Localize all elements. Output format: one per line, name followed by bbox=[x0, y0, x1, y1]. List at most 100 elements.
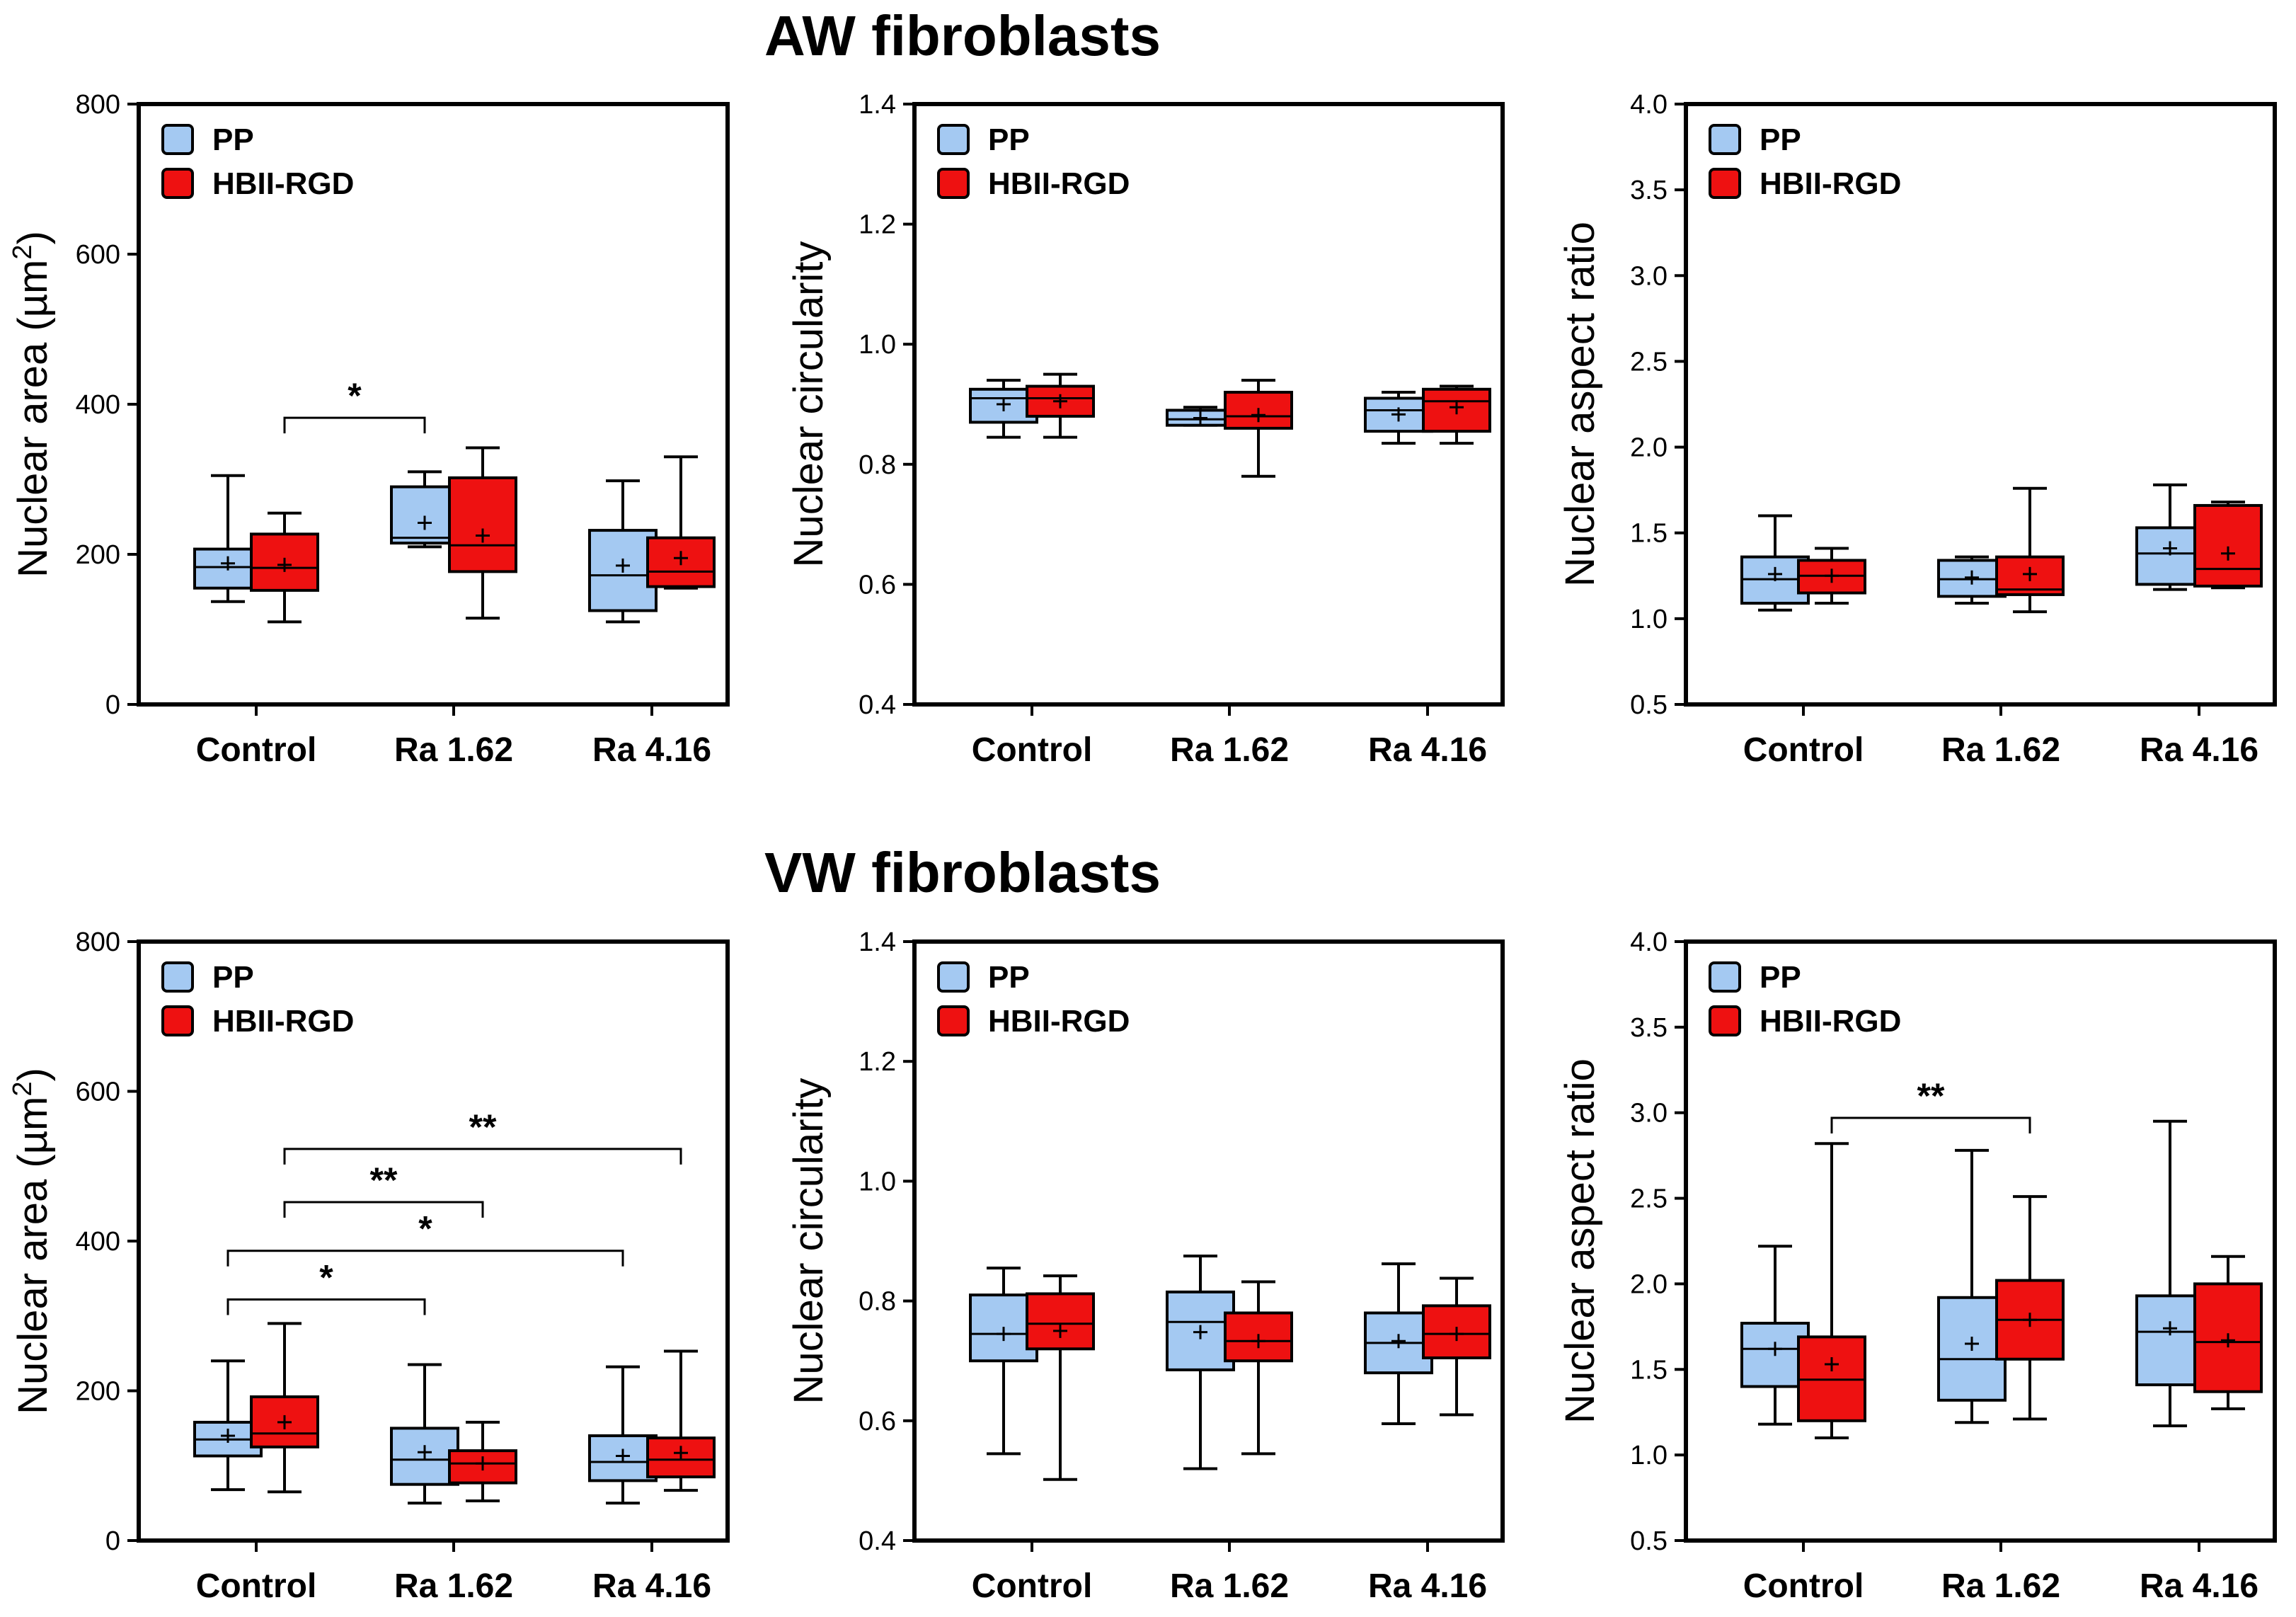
legend-swatch-pp bbox=[161, 124, 194, 155]
y-tick-label: 0.5 bbox=[1630, 1526, 1668, 1556]
chart-panel-4: 0 200 400 600 800 Control Ra 1.62 Ra 4.16 Nuclea… bbox=[8, 927, 730, 1605]
box-hbii-rgd-ra-4-16 bbox=[1422, 1276, 1491, 1417]
box-hbii-rgd-ra-1-62 bbox=[1995, 486, 2065, 614]
y-tick-label: 2.0 bbox=[1630, 433, 1668, 463]
y-tick-label: 1.2 bbox=[859, 1047, 896, 1077]
box-pp-ra-4-16 bbox=[2135, 483, 2205, 591]
legend-swatch-pp bbox=[1709, 961, 1741, 993]
x-category-label: Control bbox=[972, 731, 1093, 769]
chart-panel-6: 0.5 1.0 1.5 2.0 2.5 3.0 3.5 4.0 Control Ra 1.62 Ra… bbox=[1557, 927, 2277, 1605]
legend-label: PP bbox=[1760, 960, 1801, 995]
y-tick-label: 0.5 bbox=[1630, 690, 1668, 720]
x-category-label: Control bbox=[196, 731, 317, 769]
x-category-label: Ra 1.62 bbox=[394, 1567, 513, 1605]
x-category-label: Control bbox=[1743, 731, 1864, 769]
significance-bracket: ** bbox=[283, 1107, 682, 1165]
box-hbii-rgd-control bbox=[1797, 547, 1866, 605]
box-iqr bbox=[1026, 1292, 1095, 1351]
y-tick-label: 400 bbox=[76, 390, 120, 420]
y-tick-label: 600 bbox=[76, 240, 120, 270]
y-tick-label: 0.4 bbox=[859, 1526, 896, 1556]
legend-swatch-hbii-rgd bbox=[937, 1005, 970, 1036]
box-hbii-rgd-control bbox=[1026, 1274, 1095, 1481]
significance-line bbox=[283, 416, 426, 434]
plot-frame bbox=[912, 102, 1505, 707]
legend-label: HBII-RGD bbox=[212, 166, 354, 201]
y-tick-label: 0.6 bbox=[859, 570, 896, 600]
box-hbii-rgd-ra-4-16 bbox=[2193, 1255, 2263, 1410]
legend-swatch-hbii-rgd bbox=[161, 1005, 194, 1036]
x-category-label: Ra 4.16 bbox=[1368, 1567, 1487, 1605]
legend-swatch-hbii-rgd bbox=[161, 168, 194, 199]
legend-label: HBII-RGD bbox=[988, 1004, 1130, 1039]
y-axis-label: Nuclear circularity bbox=[786, 1078, 832, 1405]
y-tick-label: 4.0 bbox=[1630, 90, 1668, 120]
box-pp-ra-1-62 bbox=[390, 1363, 459, 1505]
significance-bracket: * bbox=[283, 376, 426, 434]
y-tick-label: 2.0 bbox=[1630, 1269, 1668, 1299]
significance-line bbox=[283, 1201, 484, 1218]
significance-label: * bbox=[348, 376, 362, 416]
x-category-label: Ra 1.62 bbox=[1941, 731, 2060, 769]
significance-label: ** bbox=[469, 1107, 497, 1147]
box-pp-ra-4-16 bbox=[1364, 391, 1433, 445]
box-pp-ra-4-16 bbox=[588, 479, 658, 624]
y-tick-label: 1.4 bbox=[859, 90, 896, 120]
box-hbii-rgd-ra-1-62 bbox=[1224, 379, 1293, 478]
legend-label: PP bbox=[212, 960, 254, 995]
box-iqr bbox=[390, 485, 459, 545]
y-tick-label: 1.0 bbox=[1630, 1441, 1668, 1470]
box-iqr bbox=[2135, 1294, 2205, 1387]
y-tick-label: 600 bbox=[76, 1078, 120, 1107]
significance-line bbox=[1830, 1116, 2031, 1133]
y-tick-label: 1.5 bbox=[1630, 1355, 1668, 1385]
legend-label: PP bbox=[1760, 122, 1801, 157]
box-hbii-rgd-control bbox=[1797, 1142, 1866, 1439]
box-hbii-rgd-control bbox=[250, 1322, 319, 1494]
legend-swatch-pp bbox=[937, 124, 970, 155]
box-iqr bbox=[2135, 526, 2205, 586]
y-tick-label: 2.5 bbox=[1630, 347, 1668, 377]
box-iqr bbox=[448, 476, 517, 573]
y-tick-label: 2.5 bbox=[1630, 1184, 1668, 1214]
significance-line bbox=[283, 1148, 682, 1165]
y-tick-label: 1.4 bbox=[859, 927, 896, 957]
box-hbii-rgd-ra-4-16 bbox=[646, 455, 716, 590]
box-pp-ra-1-62 bbox=[1937, 1148, 2007, 1424]
chart-panels: 0 200 400 600 800 Control Ra 1.62 Ra 4.16 Nuclea… bbox=[8, 90, 2277, 1605]
box-pp-ra-1-62 bbox=[390, 470, 459, 549]
y-tick-label: 400 bbox=[76, 1227, 120, 1257]
box-hbii-rgd-ra-4-16 bbox=[646, 1349, 716, 1492]
x-category-label: Ra 1.62 bbox=[394, 731, 513, 769]
box-hbii-rgd-ra-1-62 bbox=[1995, 1195, 2065, 1421]
legend-swatch-hbii-rgd bbox=[1709, 168, 1741, 199]
plot-frame bbox=[1684, 102, 2277, 707]
y-tick-label: 0.8 bbox=[859, 450, 896, 480]
box-pp-ra-1-62 bbox=[1166, 1255, 1235, 1470]
box-hbii-rgd-ra-1-62 bbox=[1224, 1280, 1293, 1456]
box-iqr bbox=[1026, 384, 1095, 418]
chart-panel-1: 0 200 400 600 800 Control Ra 1.62 Ra 4.16 Nuclea… bbox=[8, 90, 730, 769]
y-tick-label: 0.8 bbox=[859, 1287, 896, 1317]
significance-bracket: * bbox=[226, 1209, 624, 1267]
legend-label: PP bbox=[988, 960, 1030, 995]
box-pp-ra-4-16 bbox=[588, 1365, 658, 1505]
significance-label: * bbox=[319, 1257, 333, 1297]
significance-line bbox=[226, 1250, 624, 1267]
plot-frame bbox=[912, 939, 1505, 1543]
box-pp-ra-1-62 bbox=[1937, 555, 2007, 605]
x-category-label: Ra 4.16 bbox=[592, 731, 711, 769]
y-tick-label: 1.0 bbox=[1630, 605, 1668, 634]
section-title-aw: AW fibroblasts bbox=[764, 4, 1161, 67]
y-tick-label: 1.2 bbox=[859, 210, 896, 240]
significance-bracket: ** bbox=[1830, 1076, 2031, 1133]
legend-label: HBII-RGD bbox=[988, 166, 1130, 201]
box-hbii-rgd-control bbox=[250, 511, 319, 624]
y-axis-label: Nuclear area (µm2) bbox=[8, 231, 56, 578]
box-hbii-rgd-ra-1-62 bbox=[448, 1420, 517, 1502]
x-category-label: Ra 1.62 bbox=[1170, 1567, 1289, 1605]
y-tick-label: 200 bbox=[76, 1377, 120, 1407]
y-tick-label: 1.0 bbox=[859, 330, 896, 360]
y-tick-label: 1.0 bbox=[859, 1167, 896, 1196]
